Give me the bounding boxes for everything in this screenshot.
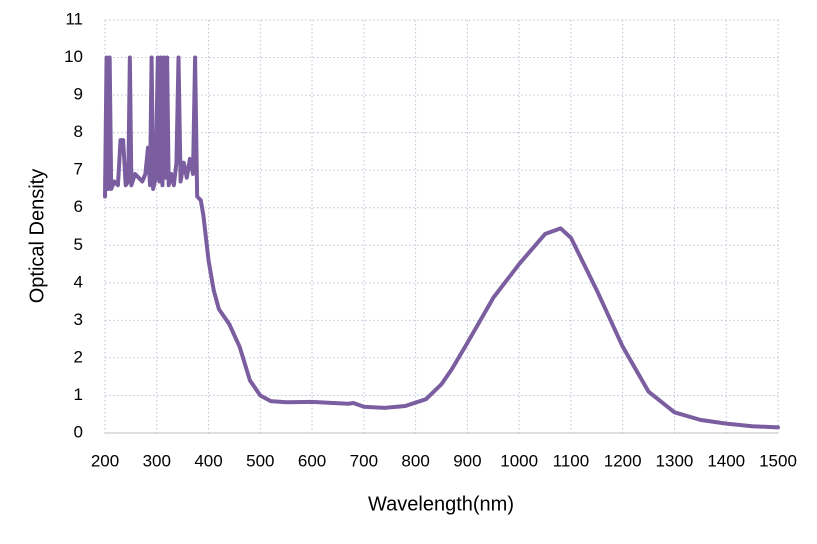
x-tick-label: 1100 <box>553 451 590 470</box>
x-tick-label: 200 <box>91 451 119 470</box>
y-tick-label: 3 <box>74 310 83 329</box>
y-tick-label: 5 <box>74 235 83 254</box>
y-tick-label: 7 <box>74 160 83 179</box>
x-tick-label: 1200 <box>604 451 642 470</box>
data-line <box>103 55 780 430</box>
x-axis-title: Wavelength(nm) <box>368 493 514 515</box>
x-tick-label: 500 <box>246 451 274 470</box>
x-tick-label: 800 <box>401 451 429 470</box>
y-tick-label: 11 <box>65 9 83 28</box>
y-tick-label: 6 <box>74 197 83 216</box>
x-tick-label: 900 <box>453 451 481 470</box>
x-tick-label: 300 <box>143 451 171 470</box>
x-tick-label: 400 <box>194 451 222 470</box>
y-tick-label: 9 <box>74 85 83 104</box>
x-tick-label: 1500 <box>759 451 797 470</box>
x-tick-label: 600 <box>298 451 326 470</box>
x-tick-label: 1400 <box>707 451 745 470</box>
y-tick-label: 1 <box>74 385 83 404</box>
x-tick-label: 1000 <box>500 451 538 470</box>
x-tick-label: 700 <box>350 451 378 470</box>
y-tick-label: 0 <box>74 422 83 441</box>
y-tick-label: 2 <box>74 347 83 366</box>
y-tick-label: 8 <box>74 122 83 141</box>
y-axis-title: Optical Density <box>26 169 48 304</box>
y-tick-label: 10 <box>64 47 83 66</box>
x-tick-label: 1300 <box>656 451 694 470</box>
y-tick-label: 4 <box>74 272 83 291</box>
